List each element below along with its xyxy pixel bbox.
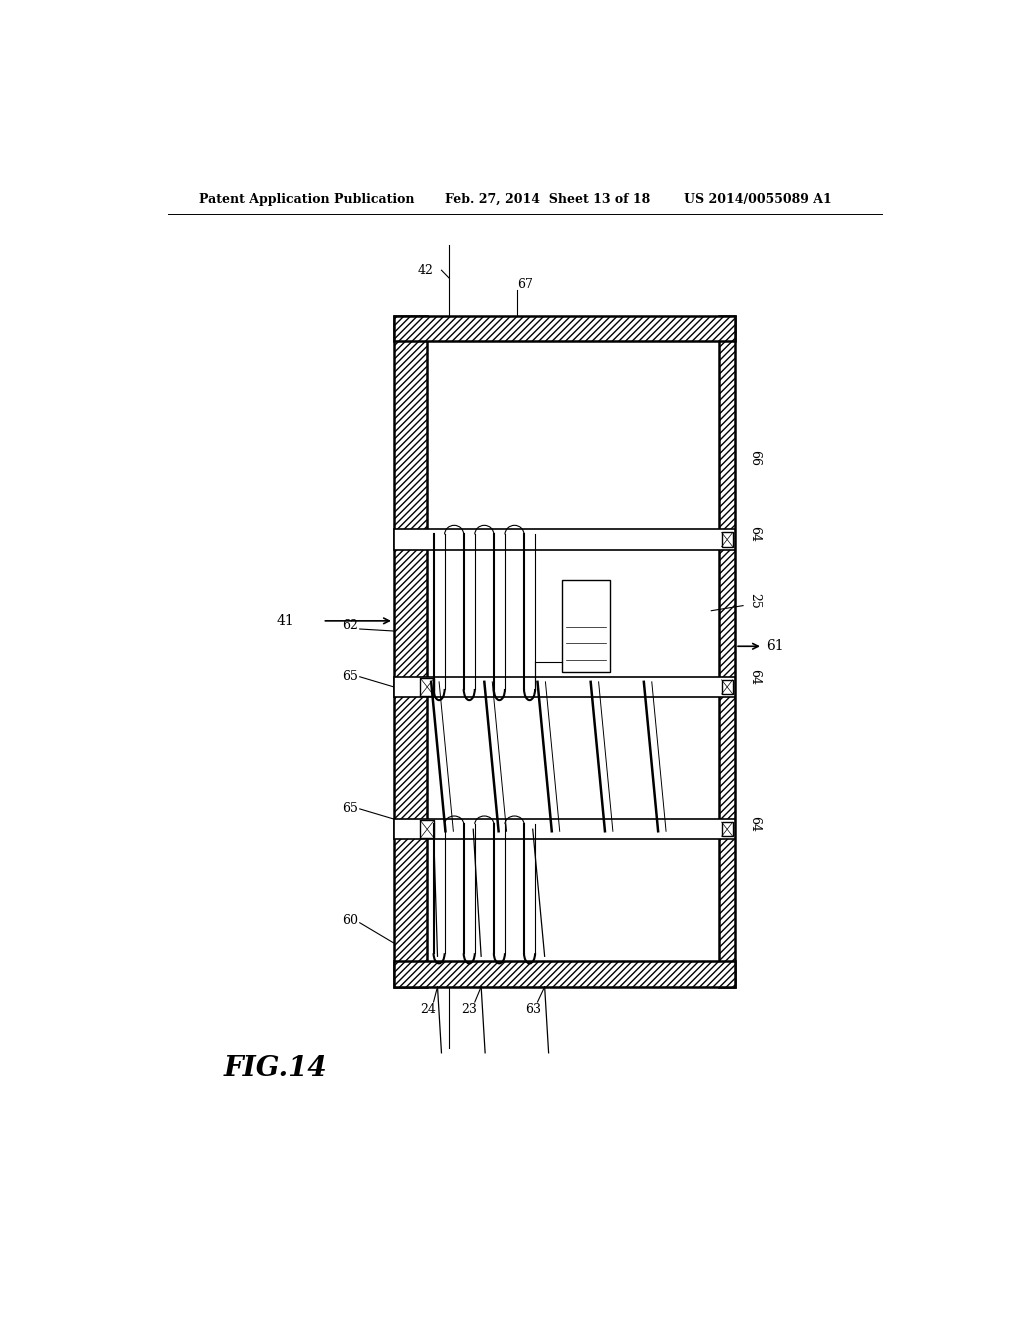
Bar — [420, 820, 434, 838]
Bar — [722, 532, 733, 546]
Bar — [394, 529, 735, 549]
Text: Patent Application Publication: Patent Application Publication — [200, 193, 415, 206]
Bar — [719, 315, 735, 987]
Text: 60: 60 — [342, 915, 358, 927]
Text: 62: 62 — [342, 619, 358, 632]
Text: 24: 24 — [420, 1003, 436, 1015]
Text: 41: 41 — [276, 614, 295, 628]
Text: US 2014/0055089 A1: US 2014/0055089 A1 — [684, 193, 831, 206]
Bar — [394, 961, 735, 987]
Bar — [722, 822, 733, 837]
Text: 61: 61 — [766, 639, 783, 653]
Bar — [420, 677, 434, 696]
Text: 65: 65 — [342, 671, 358, 684]
Bar — [394, 818, 735, 840]
Text: 67: 67 — [517, 279, 532, 290]
Bar — [562, 579, 609, 672]
Text: 25: 25 — [749, 593, 762, 609]
Text: 42: 42 — [418, 264, 433, 277]
Text: 66: 66 — [749, 450, 762, 466]
Text: 63: 63 — [524, 1003, 541, 1015]
Text: 64: 64 — [749, 527, 762, 543]
Text: 64: 64 — [749, 816, 762, 832]
Bar — [394, 315, 427, 987]
Text: 65: 65 — [342, 803, 358, 816]
Bar — [394, 315, 735, 342]
Text: FIG.14: FIG.14 — [223, 1055, 327, 1081]
Bar — [722, 680, 733, 694]
Text: Feb. 27, 2014  Sheet 13 of 18: Feb. 27, 2014 Sheet 13 of 18 — [445, 193, 650, 206]
Text: 64: 64 — [749, 669, 762, 685]
Bar — [394, 677, 735, 697]
Text: 23: 23 — [461, 1003, 477, 1015]
